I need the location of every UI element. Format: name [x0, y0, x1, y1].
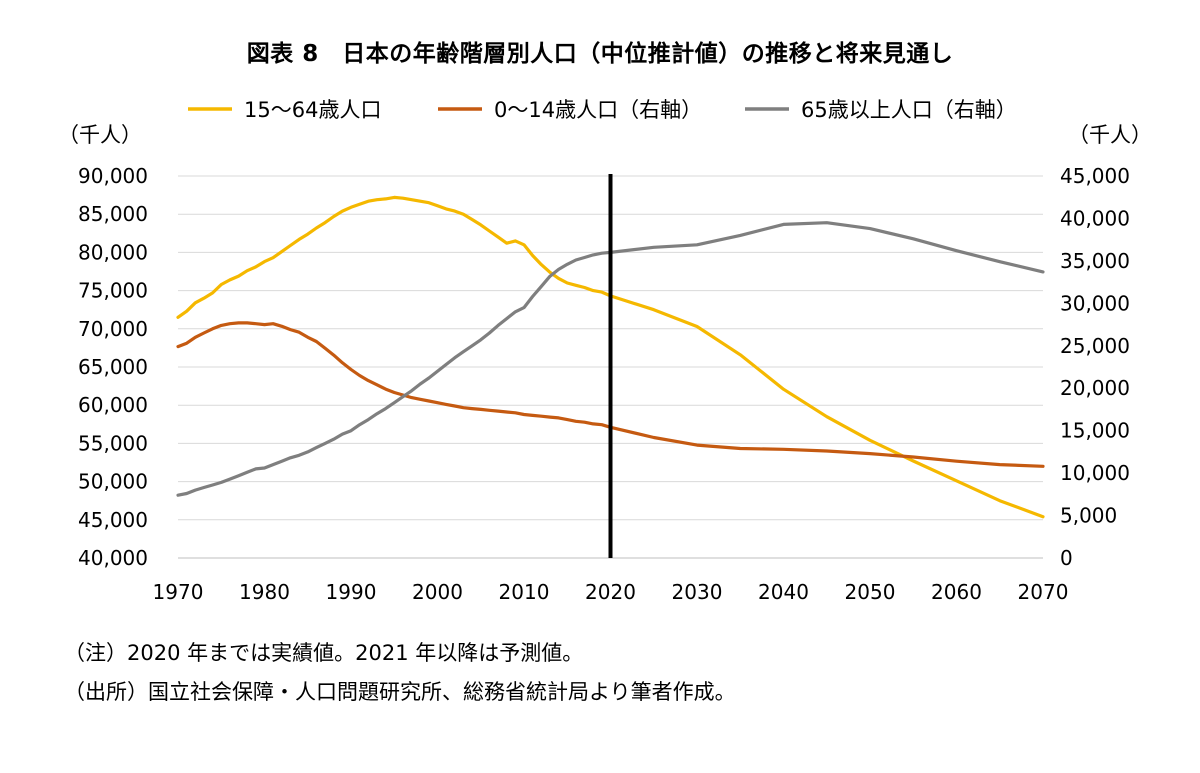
legend-label-3: 65歳以上人口（右軸）	[801, 98, 1017, 122]
y-tick-left: 60,000	[78, 393, 148, 417]
x-tick: 2060	[931, 580, 982, 604]
y-tick-left: 90,000	[78, 164, 148, 188]
footnote-source: （出所）国立社会保障・人口問題研究所、総務省統計局より筆者作成。	[64, 680, 736, 704]
x-tick: 1970	[153, 580, 204, 604]
legend-label-2: 0～14歳人口（右軸）	[494, 98, 702, 122]
y-tick-right: 5,000	[1060, 504, 1117, 528]
y-tick-left: 80,000	[78, 240, 148, 264]
x-tick: 1980	[239, 580, 290, 604]
x-tick: 2000	[412, 580, 463, 604]
y-tick-left: 55,000	[78, 431, 148, 455]
x-tick: 2020	[585, 580, 636, 604]
y-tick-right: 45,000	[1060, 164, 1130, 188]
x-tick: 1990	[326, 580, 377, 604]
x-tick: 2070	[1018, 580, 1069, 604]
y-tick-left: 50,000	[78, 470, 148, 494]
y-tick-left: 75,000	[78, 279, 148, 303]
x-tick: 2010	[499, 580, 550, 604]
y-axis-label-left: （千人）	[58, 123, 142, 147]
y-tick-left: 70,000	[78, 317, 148, 341]
y-tick-right: 20,000	[1060, 376, 1130, 400]
y-tick-right: 40,000	[1060, 206, 1130, 230]
y-tick-right: 25,000	[1060, 334, 1130, 358]
axis-labels: 40,000 45,000 50,000 55,000 60,000 65,000 70,0…	[58, 123, 1152, 604]
y-tick-left: 85,000	[78, 202, 148, 226]
footnote-note: （注）2020 年までは実績値。2021 年以降は予測値。	[64, 641, 584, 665]
y-tick-right: 0	[1060, 546, 1073, 570]
legend-label-1: 15～64歳人口	[244, 98, 381, 122]
y-tick-left: 45,000	[78, 508, 148, 532]
y-tick-left: 40,000	[78, 546, 148, 570]
x-tick: 2030	[672, 580, 723, 604]
x-tick: 2050	[845, 580, 896, 604]
x-tick: 2040	[758, 580, 809, 604]
y-tick-right: 10,000	[1060, 461, 1130, 485]
y-tick-left: 65,000	[78, 355, 148, 379]
y-axis-label-right: （千人）	[1068, 123, 1152, 147]
y-tick-right: 30,000	[1060, 291, 1130, 315]
y-tick-right: 35,000	[1060, 249, 1130, 273]
chart-title: 図表 8 日本の年齢階層別人口（中位推計値）の推移と将来見通し	[246, 41, 954, 67]
legend: 15～64歳人口 0～14歳人口（右軸） 65歳以上人口（右軸）	[188, 98, 1017, 122]
y-tick-right: 15,000	[1060, 419, 1130, 443]
